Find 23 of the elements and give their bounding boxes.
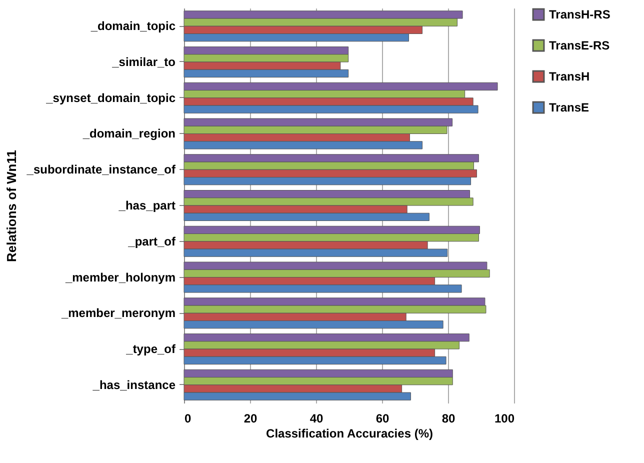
y-tick-label: _subordinate_instance_of — [26, 162, 176, 177]
y-axis-title: Relations of Wn11 — [4, 150, 19, 262]
legend-label: TransE — [549, 100, 590, 114]
x-tick-label: 20 — [244, 412, 258, 426]
x-tick-label: 0 — [184, 412, 192, 426]
y-tick-label: _similar_to — [111, 54, 176, 69]
legend-label: TransE-RS — [549, 38, 610, 52]
x-axis-title: Classification Accuracies (%) — [266, 426, 433, 440]
y-tick-label: _has_part — [118, 198, 176, 212]
y-tick-label: _domain_topic — [90, 19, 176, 34]
legend-label: TransH — [549, 70, 590, 84]
y-tick-label: _domain_region — [82, 126, 176, 141]
x-tick-label: 40 — [310, 412, 324, 426]
x-tick-label: 60 — [376, 412, 390, 426]
y-tick-label: _synset_domain_topic — [45, 90, 176, 105]
x-tick-label: 100 — [494, 412, 515, 426]
y-tick-label: _member_holonym — [64, 270, 176, 284]
y-tick-label: _member_meronym — [60, 306, 176, 320]
y-tick-label: _has_instance — [92, 378, 176, 392]
y-tick-label: _part_of — [127, 234, 177, 248]
legend-label: TransH-RS — [549, 8, 610, 22]
x-tick-label: 80 — [442, 412, 456, 426]
y-tick-label: _type_of — [125, 342, 176, 356]
